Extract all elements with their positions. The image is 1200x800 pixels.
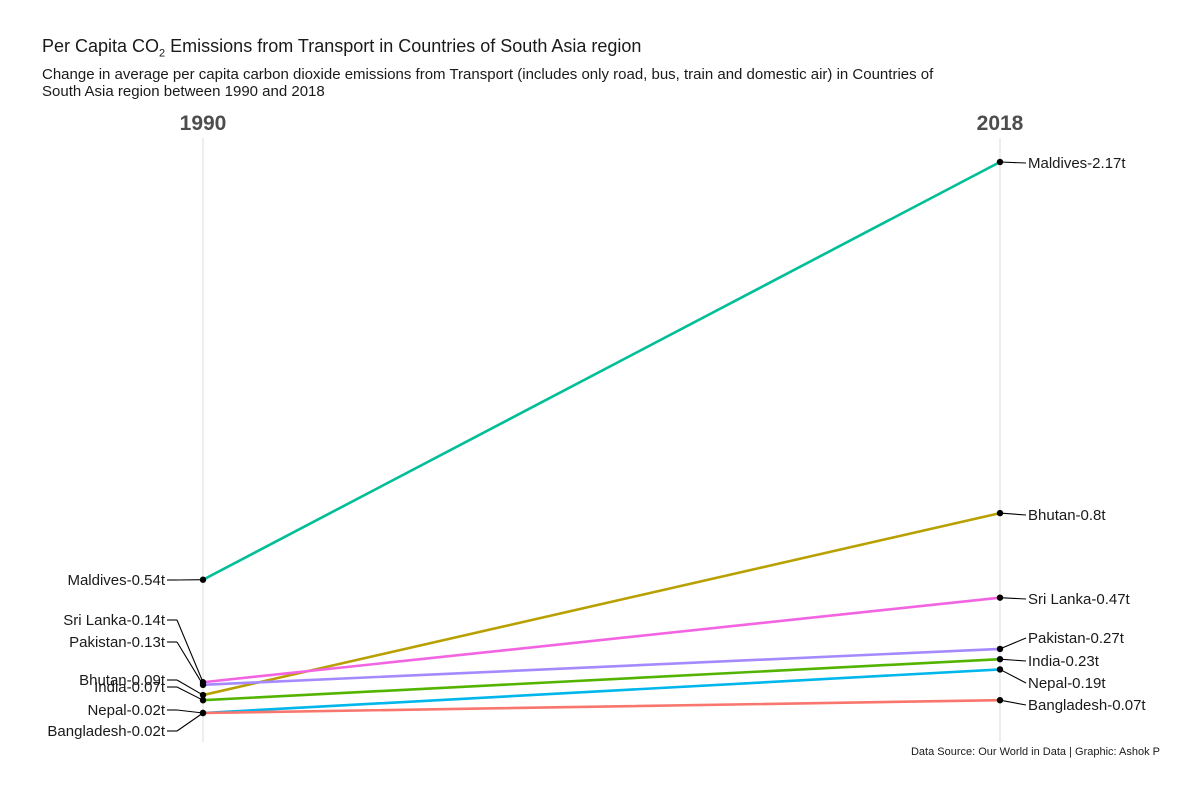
leader-1990-india <box>176 686 204 701</box>
data-label-1990-nepal: Nepal-0.02t <box>87 702 165 719</box>
data-label-2018-bhutan: Bhutan-0.8t <box>1028 507 1106 524</box>
leader-2018-bhutan <box>999 512 1027 516</box>
title-prefix: Per Capita CO <box>42 36 160 56</box>
title-subscript: 2 <box>159 47 166 60</box>
point-1990-pakistan <box>199 681 207 689</box>
leader-2018-nepal <box>999 668 1027 684</box>
point-2018-india <box>996 655 1004 663</box>
series-line-sri-lanka <box>201 596 1002 684</box>
point-2018-maldives <box>996 158 1004 166</box>
leader-2018-india <box>999 658 1027 662</box>
leader-1990-bhutan <box>176 679 204 696</box>
leader-1990-nepal <box>176 709 204 714</box>
series-line-bhutan <box>201 511 1002 697</box>
chart-title: Per Capita CO2 Emissions from Transport … <box>42 36 641 60</box>
series-line-nepal <box>201 668 1002 715</box>
leader-2018-sri-lanka <box>999 597 1027 600</box>
point-1990-bangladesh <box>199 709 207 717</box>
leader-1990-sri-lanka <box>176 619 204 683</box>
data-label-2018-india: India-0.23t <box>1028 653 1100 670</box>
point-2018-sri-lanka <box>996 594 1004 601</box>
data-label-1990-sri-lanka: Sri Lanka-0.14t <box>63 612 166 629</box>
leader-2018-bangladesh <box>999 699 1027 706</box>
data-label-1990-bhutan: Bhutan-0.09t <box>79 672 166 689</box>
chart-caption: Data Source: Our World in Data | Graphic… <box>910 746 1160 758</box>
series-line-india <box>201 657 1002 702</box>
leader-2018-pakistan <box>999 637 1027 650</box>
series-line-bangladesh <box>201 698 1002 715</box>
year-label-1990: 1990 <box>180 112 227 135</box>
point-1990-maldives <box>199 576 207 583</box>
data-label-2018-nepal: Nepal-0.19t <box>1028 675 1106 692</box>
leader-2018-maldives <box>999 161 1027 164</box>
leader-1990-bangladesh <box>176 712 204 732</box>
title-suffix: Emissions from Transport in Countries of… <box>165 36 642 56</box>
data-label-1990-bangladesh: Bangladesh-0.02t <box>47 723 165 740</box>
data-label-2018-maldives: Maldives-2.17t <box>1028 155 1126 172</box>
data-label-2018-pakistan: Pakistan-0.27t <box>1028 630 1125 647</box>
data-label-1990-india: India-0.07t <box>94 679 166 696</box>
year-label-2018: 2018 <box>977 112 1024 135</box>
point-2018-pakistan <box>996 645 1004 653</box>
leader-1990-pakistan <box>176 641 204 686</box>
point-2018-bangladesh <box>996 696 1004 704</box>
chart-subtitle: Change in average per capita carbon diox… <box>42 66 934 100</box>
point-1990-india <box>199 696 207 704</box>
point-1990-bhutan <box>199 691 207 699</box>
series-line-pakistan <box>201 647 1002 687</box>
series-line-maldives <box>201 160 1002 582</box>
data-label-1990-maldives: Maldives-0.54t <box>67 572 165 589</box>
point-2018-bhutan <box>996 509 1004 517</box>
data-label-2018-bangladesh: Bangladesh-0.07t <box>1028 697 1146 714</box>
point-2018-nepal <box>996 666 1004 673</box>
data-label-2018-sri-lanka: Sri Lanka-0.47t <box>1028 591 1131 608</box>
data-label-1990-pakistan: Pakistan-0.13t <box>69 634 166 651</box>
